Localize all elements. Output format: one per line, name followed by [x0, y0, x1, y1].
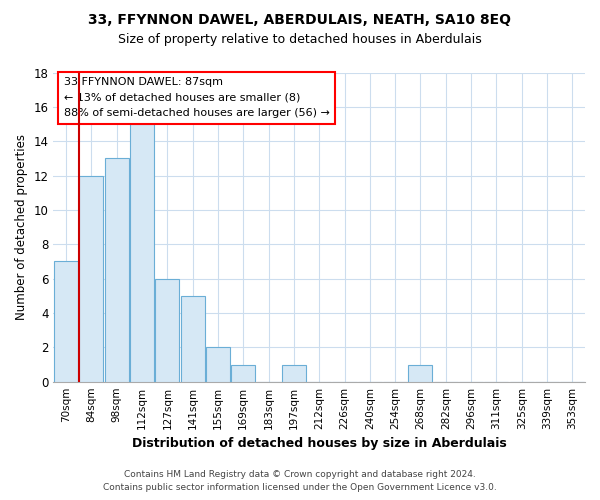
- Text: 33, FFYNNON DAWEL, ABERDULAIS, NEATH, SA10 8EQ: 33, FFYNNON DAWEL, ABERDULAIS, NEATH, SA…: [89, 12, 511, 26]
- Bar: [79, 176, 103, 382]
- Bar: [409, 364, 433, 382]
- Bar: [155, 278, 179, 382]
- Bar: [282, 364, 306, 382]
- Text: Size of property relative to detached houses in Aberdulais: Size of property relative to detached ho…: [118, 32, 482, 46]
- Bar: [231, 364, 255, 382]
- Y-axis label: Number of detached properties: Number of detached properties: [15, 134, 28, 320]
- Bar: [206, 348, 230, 382]
- Bar: [130, 124, 154, 382]
- Bar: [104, 158, 129, 382]
- Bar: [181, 296, 205, 382]
- X-axis label: Distribution of detached houses by size in Aberdulais: Distribution of detached houses by size …: [132, 437, 506, 450]
- Text: 33 FFYNNON DAWEL: 87sqm
← 13% of detached houses are smaller (8)
88% of semi-det: 33 FFYNNON DAWEL: 87sqm ← 13% of detache…: [64, 77, 330, 118]
- Bar: [54, 262, 78, 382]
- Text: Contains HM Land Registry data © Crown copyright and database right 2024.
Contai: Contains HM Land Registry data © Crown c…: [103, 470, 497, 492]
